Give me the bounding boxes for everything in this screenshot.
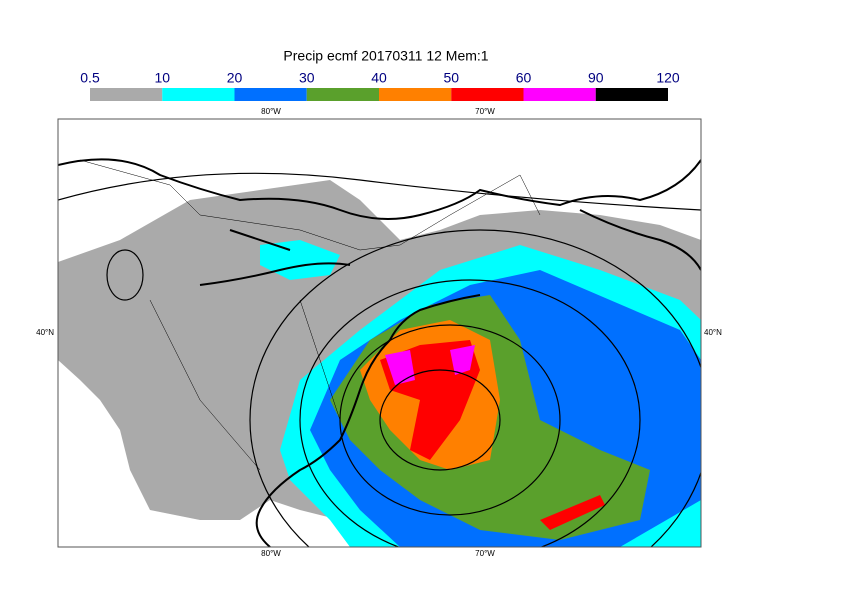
precip-60 [385,345,475,385]
legend-swatch [379,88,452,101]
legend-label: 20 [227,70,243,86]
coastlines [58,158,701,547]
borders [79,159,541,471]
map-title: Precip ecmf 20170311 12 Mem:1 [283,48,488,64]
lat-label-right: 40°N [704,328,722,337]
legend: 0.5 10 20 30 40 50 60 90 120 [80,70,680,101]
legend-swatch [595,88,668,101]
legend-label: 50 [443,70,459,86]
legend-label: 60 [516,70,532,86]
legend-swatch [90,88,163,101]
precip-band [540,495,605,530]
lon-label-top: 80°W [261,107,281,116]
legend-label: 120 [656,70,680,86]
lon-label-bottom: 80°W [261,549,281,558]
legend-label: 0.5 [80,70,100,86]
legend-swatch [234,88,307,101]
legend-swatch [306,88,379,101]
lat-label-left: 40°N [36,328,54,337]
legend-label: 30 [299,70,315,86]
legend-swatch [523,88,596,101]
legend-swatch [162,88,235,101]
legend-swatch [451,88,524,101]
map-frame [57,118,702,548]
legend-label: 10 [154,70,170,86]
pressure-contours [58,172,701,547]
lon-label-top: 70°W [475,107,495,116]
legend-label: 40 [371,70,387,86]
map-field [58,119,701,547]
lon-label-bottom: 70°W [475,549,495,558]
legend-label: 90 [588,70,604,86]
